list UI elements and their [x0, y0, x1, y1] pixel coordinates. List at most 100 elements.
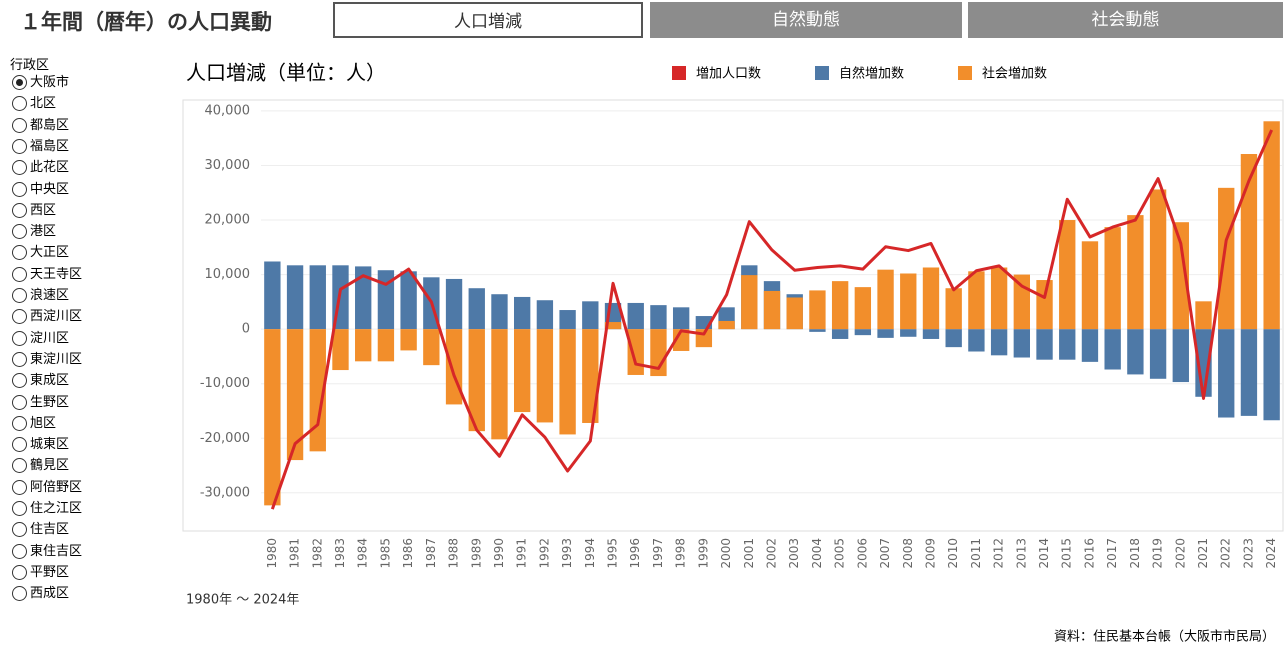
radio-item[interactable]: 鶴見区: [12, 455, 72, 476]
radio-label[interactable]: 西成区: [30, 586, 70, 602]
radio-item[interactable]: 旭区: [12, 413, 59, 434]
radio-label[interactable]: 東成区: [30, 373, 70, 389]
radio-item[interactable]: 東住吉区: [12, 541, 85, 562]
radio[interactable]: [12, 160, 27, 176]
bar: [264, 329, 281, 506]
radio[interactable]: [12, 501, 27, 516]
radio-label[interactable]: 天王寺区: [30, 266, 83, 282]
radio-item[interactable]: 東成区: [12, 370, 72, 391]
radio[interactable]: [12, 309, 27, 325]
bar: [468, 288, 485, 330]
bar: [1013, 329, 1030, 358]
radio-item[interactable]: 西淀川区: [12, 306, 85, 327]
x-tick-label: 1984: [356, 538, 370, 569]
radio-label[interactable]: 大阪市: [30, 75, 70, 90]
radio-item[interactable]: 住吉区: [12, 519, 72, 540]
radio-label[interactable]: 北区: [30, 96, 57, 112]
radio-item[interactable]: 福島区: [12, 136, 72, 157]
radio-label[interactable]: 城東区: [30, 437, 70, 453]
radio[interactable]: [12, 437, 27, 453]
radio-label[interactable]: 此花区: [30, 160, 70, 176]
radio-item[interactable]: 都島区: [12, 115, 72, 136]
radio[interactable]: [12, 522, 27, 538]
radio-item[interactable]: 大阪市: [12, 72, 72, 93]
radio-label[interactable]: 港区: [30, 224, 57, 240]
radio[interactable]: [12, 202, 27, 218]
radio[interactable]: [12, 373, 27, 389]
radio-item[interactable]: 港区: [12, 221, 59, 242]
radio-label[interactable]: 旭区: [30, 415, 57, 431]
radio[interactable]: [12, 351, 27, 367]
radio[interactable]: [12, 245, 27, 261]
radio-label[interactable]: 鶴見区: [30, 458, 70, 474]
radio-item[interactable]: 天王寺区: [12, 264, 85, 285]
radio-label[interactable]: 平野区: [30, 564, 70, 580]
radio-label[interactable]: 都島区: [30, 117, 70, 133]
radio-item[interactable]: 此花区: [12, 157, 72, 178]
radio-label[interactable]: 大正区: [30, 245, 70, 261]
bar: [1218, 329, 1235, 418]
radio-item[interactable]: 北区: [12, 93, 59, 114]
radio-item[interactable]: 西成区: [12, 583, 72, 604]
x-tick-label: 2010: [946, 538, 960, 569]
radio-label[interactable]: 西区: [30, 202, 57, 218]
radio[interactable]: [12, 543, 27, 559]
radio[interactable]: [12, 224, 27, 240]
radio-label[interactable]: 西淀川区: [30, 309, 83, 325]
bar: [831, 281, 849, 330]
radio-item[interactable]: 西区: [12, 200, 59, 221]
x-tick-label: 2016: [1082, 538, 1096, 569]
bar: [1036, 329, 1053, 360]
radio-item[interactable]: 生野区: [12, 392, 72, 413]
radio[interactable]: [12, 330, 27, 346]
radio-item[interactable]: 淀川区: [12, 328, 72, 349]
bar: [332, 329, 349, 371]
tab[interactable]: 自然動態: [650, 2, 962, 38]
tab[interactable]: 人口増減: [333, 2, 643, 38]
tab[interactable]: 社会動態: [968, 2, 1283, 38]
radio[interactable]: [12, 181, 27, 197]
radio[interactable]: [12, 75, 27, 90]
radio[interactable]: [12, 586, 27, 602]
radio-label[interactable]: 住吉区: [30, 522, 70, 538]
radio[interactable]: [12, 564, 27, 580]
radio-label[interactable]: 中央区: [30, 181, 70, 197]
bar: [672, 329, 690, 351]
radio-item[interactable]: 浪速区: [12, 285, 72, 306]
radio[interactable]: [12, 117, 27, 133]
radio[interactable]: [12, 96, 27, 112]
x-tick-label: 1997: [651, 538, 665, 569]
bar: [1081, 329, 1099, 362]
x-tick-label: 2004: [810, 538, 824, 569]
x-tick-label: 2007: [878, 538, 892, 569]
radio-item[interactable]: 大正区: [12, 242, 72, 263]
radio-label[interactable]: 淀川区: [30, 330, 70, 346]
radio-label[interactable]: 東淀川区: [30, 351, 83, 367]
radio[interactable]: [12, 138, 27, 154]
x-tick-label: 2000: [719, 538, 733, 569]
radio[interactable]: [12, 288, 27, 303]
radio[interactable]: [12, 479, 27, 495]
radio-item[interactable]: 平野区: [12, 562, 72, 583]
x-tick-label: 1985: [378, 538, 392, 569]
radio[interactable]: [12, 458, 27, 474]
radio[interactable]: [12, 266, 27, 282]
bar: [990, 329, 1008, 356]
radio-item[interactable]: 中央区: [12, 179, 72, 200]
radio-item[interactable]: 住之江区: [12, 498, 85, 519]
radio[interactable]: [12, 415, 27, 431]
radio-item[interactable]: 東淀川区: [12, 349, 85, 370]
legend-swatch: [672, 66, 686, 80]
radio[interactable]: [12, 394, 27, 410]
radio-label[interactable]: 生野区: [30, 394, 70, 410]
radio-label[interactable]: 浪速区: [30, 288, 70, 303]
radio-label[interactable]: 福島区: [30, 138, 70, 154]
x-tick-label: 2021: [1196, 538, 1210, 569]
x-tick-label: 2014: [1037, 538, 1051, 569]
radio-label[interactable]: 住之江区: [30, 501, 83, 516]
radio-item[interactable]: 城東区: [12, 434, 72, 455]
bar: [355, 266, 372, 330]
radio-label[interactable]: 阿倍野区: [30, 479, 83, 495]
radio-item[interactable]: 阿倍野区: [12, 477, 85, 498]
radio-label[interactable]: 東住吉区: [30, 543, 83, 559]
